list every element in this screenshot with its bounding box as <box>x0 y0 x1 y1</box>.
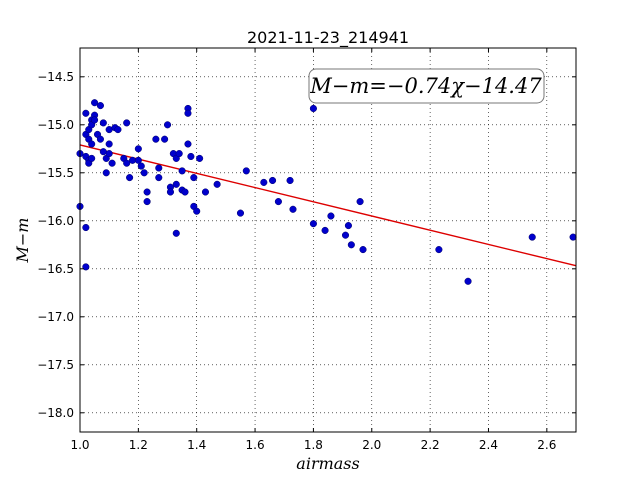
data-point <box>327 212 335 220</box>
data-point <box>184 109 192 117</box>
data-point <box>91 116 99 124</box>
data-point <box>286 176 294 185</box>
data-point <box>178 167 186 175</box>
data-point <box>201 188 210 196</box>
data-point <box>175 150 183 158</box>
x-tick-label: 2.0 <box>362 438 381 452</box>
data-point <box>260 178 268 186</box>
data-point <box>172 229 180 237</box>
data-point <box>82 263 90 271</box>
data-point <box>359 246 367 254</box>
data-point <box>108 159 116 167</box>
plot-frame <box>79 47 577 433</box>
data-point <box>196 154 204 162</box>
data-point <box>242 167 250 175</box>
data-point <box>193 207 201 215</box>
data-point <box>96 135 104 143</box>
data-point <box>82 109 90 117</box>
data-point <box>155 174 163 182</box>
x-tick-label: 1.2 <box>129 438 148 452</box>
data-point <box>464 277 472 285</box>
data-point <box>143 198 151 206</box>
annotation-box <box>308 68 545 104</box>
data-point <box>155 164 163 172</box>
data-point <box>569 233 577 241</box>
data-point <box>213 180 221 188</box>
data-point <box>137 162 145 170</box>
data-point <box>347 241 355 249</box>
data-point <box>123 119 131 127</box>
x-axis-ticks: 1.0 1.2 1.4 1.6 1.8 2.0 2.2 2.4 2.6 <box>70 48 556 452</box>
data-point <box>435 246 443 254</box>
data-point <box>152 135 160 143</box>
fit-line-group <box>79 144 577 267</box>
data-point <box>91 99 99 107</box>
data-point <box>88 154 96 162</box>
y-tick-label: −16.0 <box>37 214 74 228</box>
data-point <box>126 174 134 182</box>
data-point <box>114 126 122 134</box>
y-tick-label: −15.5 <box>37 166 74 180</box>
data-point <box>143 188 151 196</box>
data-point <box>99 119 107 127</box>
y-tick-label: −17.0 <box>37 310 74 324</box>
data-point <box>269 176 277 185</box>
data-point <box>123 159 131 167</box>
y-axis-ticks: −14.5 −15.0 −15.5 −16.0 −16.5 −17.0 −17.5 −18.0 <box>37 70 576 420</box>
data-point <box>274 198 282 206</box>
x-axis-label: airmass <box>296 454 359 473</box>
fit-equation-annotation: M−m=−0.74χ−14.47 <box>309 74 542 98</box>
x-tick-label: 1.4 <box>187 438 206 452</box>
data-point <box>88 140 96 148</box>
data-point <box>321 226 329 234</box>
x-tick-label: 1.0 <box>70 438 89 452</box>
data-point <box>105 140 113 148</box>
data-point <box>172 180 180 188</box>
data-point <box>82 223 90 232</box>
data-point <box>356 198 364 206</box>
data-point <box>166 188 174 196</box>
data-point <box>309 104 317 113</box>
x-tick-label: 2.4 <box>479 438 498 452</box>
data-point <box>289 205 297 213</box>
data-point <box>190 174 198 182</box>
y-tick-label: −15.0 <box>37 118 74 132</box>
x-tick-label: 2.6 <box>537 438 556 452</box>
data-points <box>76 99 577 285</box>
data-point <box>96 102 104 110</box>
data-point <box>309 220 317 228</box>
data-point <box>163 121 172 129</box>
y-tick-label: −16.5 <box>37 262 74 276</box>
data-point <box>528 233 536 241</box>
data-point <box>341 231 350 239</box>
data-point <box>102 169 110 177</box>
y-tick-label: −14.5 <box>37 70 74 84</box>
x-tick-label: 1.8 <box>304 438 323 452</box>
data-point <box>236 209 245 217</box>
x-tick-label: 2.2 <box>421 438 440 452</box>
data-point <box>161 135 169 143</box>
data-point <box>134 156 142 164</box>
data-point <box>184 140 192 148</box>
y-axis-label: M−m <box>13 218 32 264</box>
data-point <box>140 169 148 177</box>
y-tick-label: −17.5 <box>37 358 74 372</box>
x-tick-label: 1.6 <box>246 438 265 452</box>
data-point <box>181 188 189 196</box>
grid-lines <box>79 48 576 432</box>
data-point <box>134 145 142 153</box>
y-tick-label: −18.0 <box>37 406 74 420</box>
chart-title: 2021-11-23_214941 <box>247 28 409 48</box>
fit-line <box>79 144 577 267</box>
data-point <box>105 150 113 158</box>
data-point <box>344 222 352 230</box>
data-point <box>187 152 195 161</box>
